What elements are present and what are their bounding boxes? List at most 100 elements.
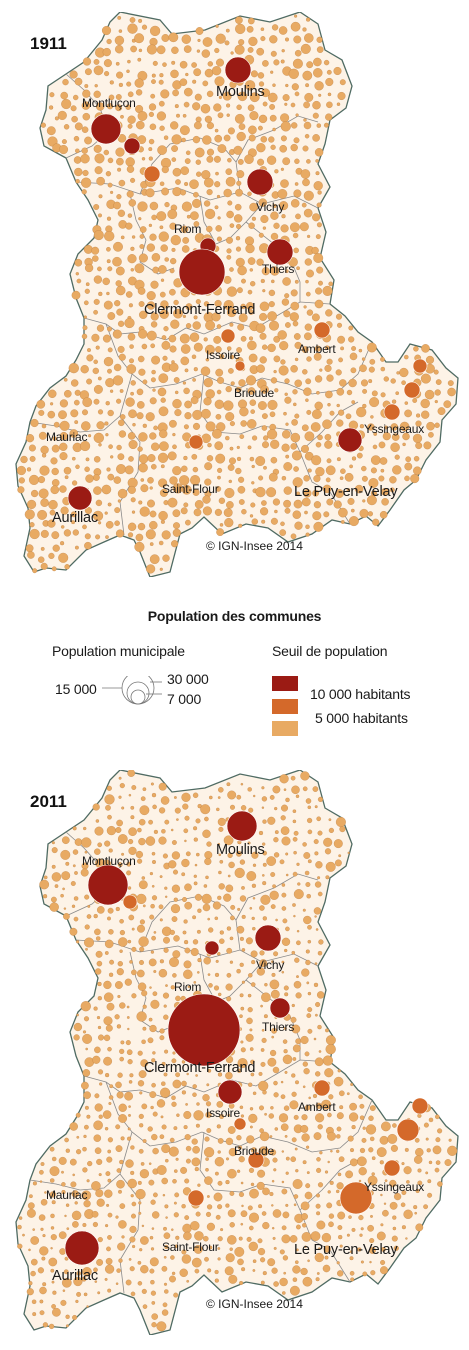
commune-circle — [104, 1189, 113, 1198]
commune-circle — [93, 398, 100, 405]
commune-circle — [137, 522, 146, 531]
commune-circle — [105, 535, 109, 539]
commune-circle — [201, 893, 212, 904]
commune-circle — [404, 354, 409, 360]
commune-circle — [238, 523, 243, 528]
commune-circle — [337, 92, 346, 101]
commune-circle — [174, 409, 182, 417]
commune-circle — [336, 102, 341, 106]
commune-circle — [94, 848, 101, 855]
commune-circle — [292, 58, 303, 69]
commune-circle — [130, 815, 135, 820]
commune-circle — [425, 1137, 429, 1141]
commune-circle — [171, 1271, 176, 1276]
commune-circle — [128, 839, 134, 845]
commune-circle — [304, 1191, 313, 1200]
commune-circle — [159, 959, 164, 964]
commune-circle — [335, 817, 346, 827]
commune-circle — [224, 488, 235, 498]
commune-circle — [307, 817, 313, 824]
commune-circle — [277, 330, 287, 340]
commune-circle — [52, 544, 60, 552]
commune-circle — [296, 491, 301, 496]
commune-circle — [96, 1158, 103, 1165]
commune-circle — [392, 1226, 397, 1231]
commune-circle — [83, 1292, 88, 1297]
commune-circle — [129, 17, 136, 23]
commune-circle — [303, 852, 311, 859]
commune-circle — [261, 500, 267, 506]
commune-circle — [292, 389, 298, 395]
commune-circle — [348, 1215, 352, 1219]
commune-circle — [313, 57, 322, 67]
commune-circle — [306, 159, 311, 164]
commune-circle — [82, 1267, 92, 1277]
commune-circle — [103, 149, 109, 156]
commune-circle — [127, 886, 132, 890]
commune-circle — [116, 819, 123, 827]
commune-circle — [239, 1014, 243, 1018]
commune-circle — [91, 1210, 99, 1218]
commune-circle — [84, 506, 92, 515]
commune-circle — [129, 344, 134, 349]
commune-circle — [284, 392, 288, 396]
commune-circle — [84, 894, 90, 900]
commune-circle — [241, 914, 246, 919]
commune-circle — [272, 785, 281, 794]
commune-circle — [403, 1166, 412, 1175]
commune-circle — [336, 419, 344, 427]
commune-circle — [347, 851, 350, 855]
commune-circle — [337, 322, 342, 328]
commune-circle — [336, 387, 345, 396]
town-circle — [188, 434, 204, 450]
commune-circle — [260, 1004, 263, 1008]
commune-circle — [270, 872, 276, 877]
commune-circle — [389, 476, 397, 484]
commune-circle — [150, 312, 159, 321]
commune-circle — [169, 362, 179, 372]
commune-circle — [117, 488, 128, 499]
commune-circle — [434, 389, 441, 396]
commune-circle — [338, 507, 348, 518]
commune-circle — [48, 1257, 58, 1267]
commune-circle — [163, 947, 169, 953]
commune-circle — [314, 299, 324, 309]
commune-circle — [360, 379, 368, 387]
commune-circle — [293, 137, 300, 144]
commune-circle — [137, 1050, 143, 1056]
city-label-thiers: Thiers — [262, 1020, 295, 1034]
commune-circle — [128, 793, 132, 797]
commune-circle — [141, 876, 146, 880]
commune-circle — [146, 44, 157, 55]
commune-circle — [58, 144, 69, 155]
commune-circle — [301, 1114, 308, 1121]
commune-circle — [120, 235, 125, 240]
commune-circle — [184, 1178, 190, 1184]
commune-circle — [316, 816, 322, 822]
commune-circle — [237, 1068, 242, 1073]
commune-circle — [304, 1104, 311, 1111]
commune-circle — [361, 357, 366, 361]
commune-circle — [63, 377, 68, 382]
commune-circle — [170, 904, 181, 914]
commune-circle — [152, 991, 158, 997]
commune-circle — [229, 223, 235, 228]
commune-circle — [269, 890, 279, 900]
commune-circle — [291, 785, 300, 795]
commune-circle — [225, 1055, 234, 1064]
commune-circle — [281, 1225, 287, 1231]
commune-circle — [118, 353, 126, 361]
commune-circle — [184, 883, 192, 892]
commune-circle — [50, 1268, 55, 1273]
commune-circle — [273, 222, 280, 229]
commune-circle — [281, 298, 290, 306]
commune-circle — [95, 534, 101, 540]
commune-circle — [84, 288, 90, 294]
commune-circle — [107, 1212, 113, 1218]
commune-circle — [141, 990, 148, 997]
commune-circle — [193, 367, 198, 372]
commune-circle — [96, 102, 105, 111]
commune-circle — [335, 1189, 340, 1194]
commune-circle — [303, 121, 312, 130]
commune-circle — [404, 462, 413, 471]
